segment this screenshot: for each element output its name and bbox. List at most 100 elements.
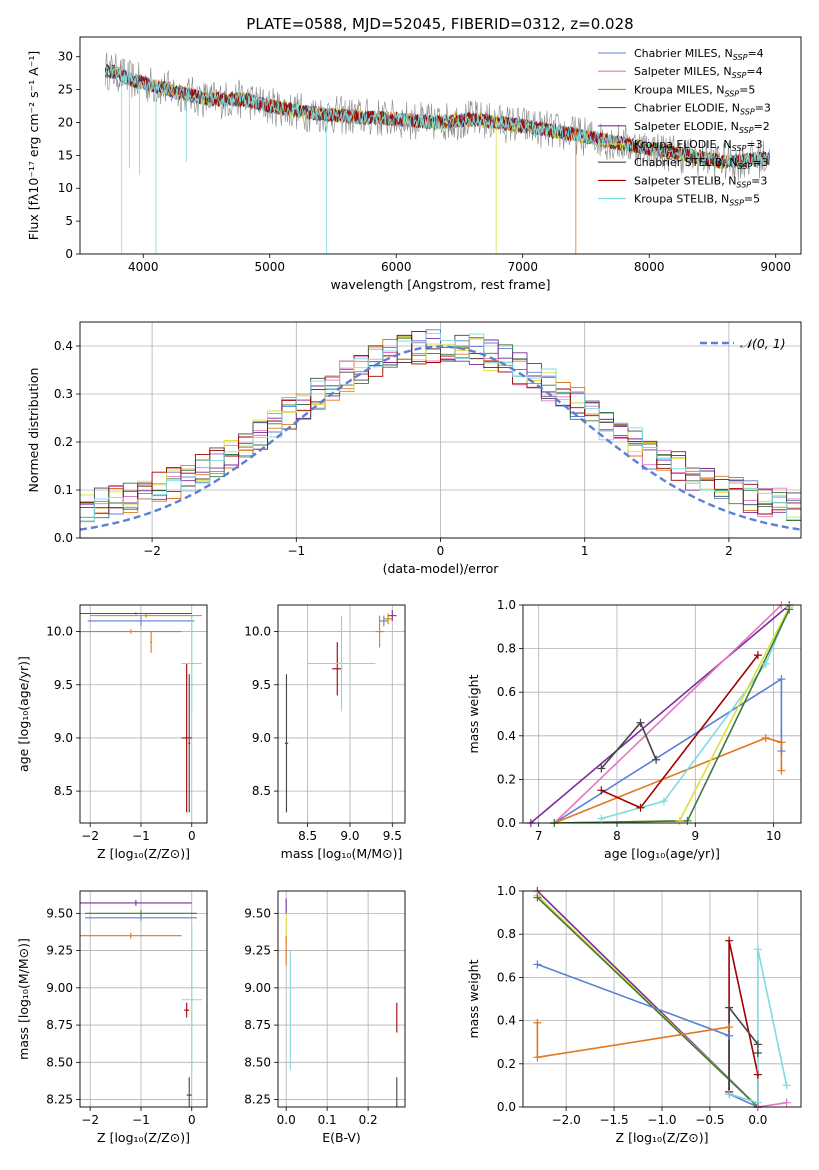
x-tick-label: 9000: [760, 260, 791, 274]
legend-label: Chabrier STELIB, NSSP=3: [634, 156, 768, 171]
weight-line: [537, 963, 759, 1107]
axes-frame: [79, 604, 208, 824]
y-tick-label: 10.0: [244, 625, 271, 639]
y-tick-label: 8.75: [46, 1018, 73, 1032]
axes-frame: [522, 604, 802, 824]
weight-marker: [761, 733, 770, 742]
x-tick-label: −1: [132, 829, 150, 843]
x-tick-label: 0.0: [748, 1113, 767, 1127]
y-tick-label: 0.2: [497, 772, 516, 786]
x-tick-label: −1: [287, 544, 305, 558]
x-axis-label: Z [log₁₀(Z/Z⊙)]: [97, 846, 190, 861]
y-axis-label: mass weight: [466, 959, 481, 1038]
weight-marker: [659, 797, 668, 806]
x-axis-label: mass [log₁₀(M/M⊙)]: [281, 846, 403, 861]
legend-label: Salpeter MILES, NSSP=4: [634, 65, 763, 80]
legend-label: Kroupa STELIB, NSSP=5: [634, 193, 760, 208]
y-tick-label: 9.00: [46, 981, 73, 995]
plot-area: [536, 891, 788, 1107]
x-axis-label: (data-model)/error: [383, 561, 500, 576]
residual-histogram: [80, 334, 801, 515]
figure-title: PLATE=0588, MJD=52045, FIBERID=0312, z=0…: [246, 15, 633, 33]
y-tick-label: 9.50: [46, 906, 73, 920]
legend-label: Salpeter STELIB, NSSP=3: [634, 174, 767, 189]
plot-area: [80, 329, 801, 531]
x-tick-label: 2: [725, 544, 733, 558]
x-axis-label: Z [log₁₀(Z/Z⊙)]: [97, 1130, 190, 1145]
weight-marker: [597, 786, 606, 795]
legend-label: Salpeter ELODIE, NSSP=2: [634, 120, 770, 135]
x-tick-label: 7000: [507, 260, 538, 274]
x-tick-label: 9: [691, 829, 699, 843]
y-axis-label: Flux [fλ10⁻¹⁷ erg cm⁻² s⁻¹ A⁻¹]: [26, 51, 41, 240]
panel-residuals: −2 −1 0 1 2 0.0 0.1 0.2 0.3 0.4 (data-model)/error…: [26, 321, 802, 576]
x-tick-label: 0: [437, 544, 445, 558]
y-tick-label: 25: [58, 83, 73, 97]
y-tick-label: 10.0: [46, 625, 73, 639]
y-tick-label: 15: [58, 148, 73, 162]
weight-marker: [777, 675, 786, 684]
y-tick-label: 8.25: [244, 1093, 271, 1107]
weight-line: [553, 605, 782, 823]
x-tick-label: 1: [581, 544, 589, 558]
plot-area: [285, 898, 398, 1107]
x-tick-label: −1: [132, 1113, 150, 1127]
axes-frame: [79, 890, 208, 1108]
x-axis-label: wavelength [Angstrom, rest frame]: [330, 277, 550, 292]
panel-spectrum: 4000 5000 6000 7000 8000 9000 0 5 10 15 20 25 30 wave…: [26, 36, 802, 292]
y-axis-label: age [log₁₀(age/yr)]: [16, 656, 31, 772]
panel-age_vs_Z: −2 −1 0 8.5 9.0 9.5 10.0 Z [log₁₀(Z/Z⊙)] age [lo…: [16, 604, 208, 861]
y-tick-label: 0.6: [497, 970, 516, 984]
model-spectrum-8: [105, 65, 770, 169]
y-tick-label: 9.25: [46, 944, 73, 958]
weight-line: [757, 1101, 787, 1107]
axes-frame: [522, 890, 802, 1108]
y-tick-label: 0.2: [497, 1057, 516, 1071]
axes-frame: [79, 36, 802, 255]
residual-histogram: [80, 331, 801, 510]
panel-age_vs_mass: 8.5 9.0 9.5 8.5 9.0 9.5 10.0 mass [log₁₀(M/M⊙)]: [244, 604, 406, 861]
y-tick-label: 0.2: [54, 435, 73, 449]
x-tick-label: 10: [766, 829, 781, 843]
weight-marker: [753, 945, 762, 954]
x-axis-label: Z [log₁₀(Z/Z⊙)]: [616, 1130, 709, 1145]
y-axis-label: Normed distribution: [26, 368, 41, 493]
panel-massweight_vs_age: 7 8 9 10 0.0 0.2 0.4 0.6 0.8 1.0 age [log₁₀(age/yr…: [466, 598, 802, 861]
gaussian-curve: [80, 345, 801, 531]
y-tick-label: 0.0: [54, 531, 73, 545]
y-tick-label: 0.0: [497, 1100, 516, 1114]
y-tick-label: 0.4: [497, 1014, 516, 1028]
weight-marker: [725, 1003, 734, 1012]
y-tick-label: 0.4: [54, 339, 73, 353]
weight-marker: [785, 605, 794, 614]
x-tick-label: 4000: [128, 260, 159, 274]
weight-marker: [636, 803, 645, 812]
x-tick-label: 0.0: [277, 1113, 296, 1127]
x-tick-label: −2: [81, 1113, 99, 1127]
weight-marker: [777, 766, 786, 775]
y-axis-label: mass weight: [466, 674, 481, 753]
x-tick-label: −2: [143, 544, 161, 558]
x-tick-label: 9.5: [383, 829, 402, 843]
residual-histogram: [80, 335, 801, 518]
x-tick-label: −2: [81, 829, 99, 843]
y-tick-label: 8.5: [54, 784, 73, 798]
legend: Chabrier MILES, NSSP=4 Salpeter MILES, NS…: [598, 47, 771, 208]
y-tick-label: 8.75: [244, 1018, 271, 1032]
weight-line: [600, 654, 759, 809]
y-tick-label: 5: [65, 214, 73, 228]
y-tick-label: 9.0: [252, 731, 271, 745]
y-tick-label: 30: [58, 50, 73, 64]
x-tick-label: 0: [188, 829, 196, 843]
axes-frame: [79, 321, 802, 539]
y-tick-label: 9.5: [54, 678, 73, 692]
x-tick-label: 5000: [254, 260, 285, 274]
y-tick-label: 8.50: [46, 1055, 73, 1069]
y-tick-label: 0.3: [54, 387, 73, 401]
plot-area: [104, 52, 770, 254]
weight-marker: [725, 1023, 734, 1032]
y-tick-label: 8.25: [46, 1093, 73, 1107]
weight-marker: [725, 1090, 734, 1099]
weight-marker: [725, 936, 734, 945]
